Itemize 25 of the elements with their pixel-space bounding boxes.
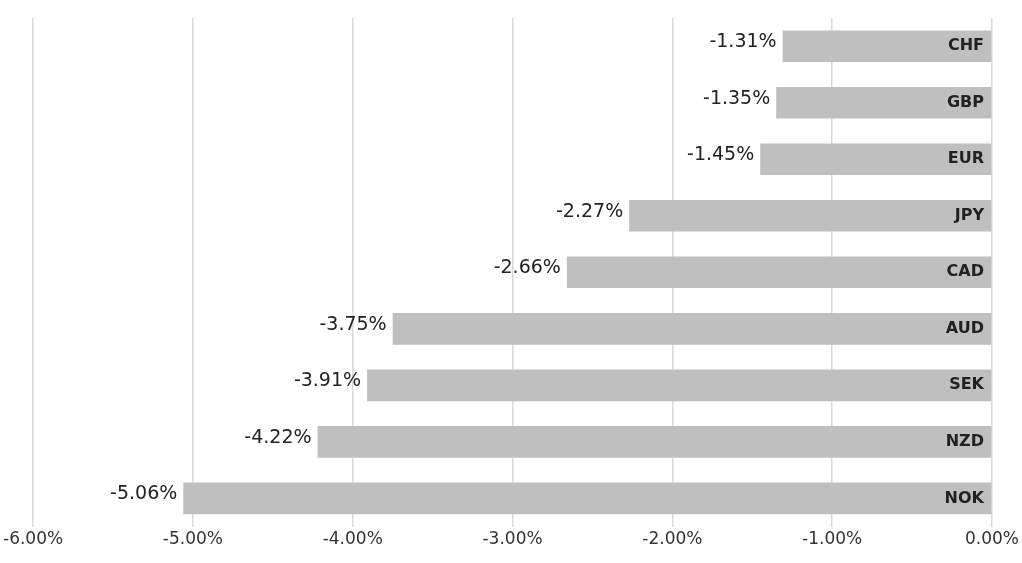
y-tick-label: JPY <box>953 204 985 224</box>
y-tick-label: NOK <box>944 487 985 507</box>
data-label: -3.75% <box>319 311 387 334</box>
x-tick-label: 0.00% <box>964 528 1020 549</box>
y-tick-label: CAD <box>946 261 984 281</box>
data-label: -1.35% <box>703 85 771 108</box>
data-label: -3.91% <box>293 368 362 391</box>
data-label: -2.66% <box>493 255 561 278</box>
y-tick-label: NZD <box>945 430 984 450</box>
data-label: -1.45% <box>687 142 755 165</box>
y-tick-label: GBP <box>946 91 985 111</box>
y-tick-label: SEK <box>949 374 985 394</box>
y-tick-label: EUR <box>947 148 984 168</box>
y-tick-label: CHF <box>947 35 984 55</box>
x-tick-label: -5.00% <box>162 528 223 549</box>
x-tick-label: -4.00% <box>322 528 383 549</box>
x-tick-label: -3.00% <box>482 528 543 549</box>
data-label: -4.22% <box>244 424 312 447</box>
y-tick-label: AUD <box>945 317 984 337</box>
x-tick-label: -1.00% <box>802 528 863 549</box>
data-label: -2.27% <box>555 198 624 221</box>
data-label: -1.31% <box>709 29 777 52</box>
x-tick-label: -2.00% <box>642 528 703 549</box>
x-tick-label: -6.00% <box>3 528 64 549</box>
data-label: -5.06% <box>110 481 178 504</box>
